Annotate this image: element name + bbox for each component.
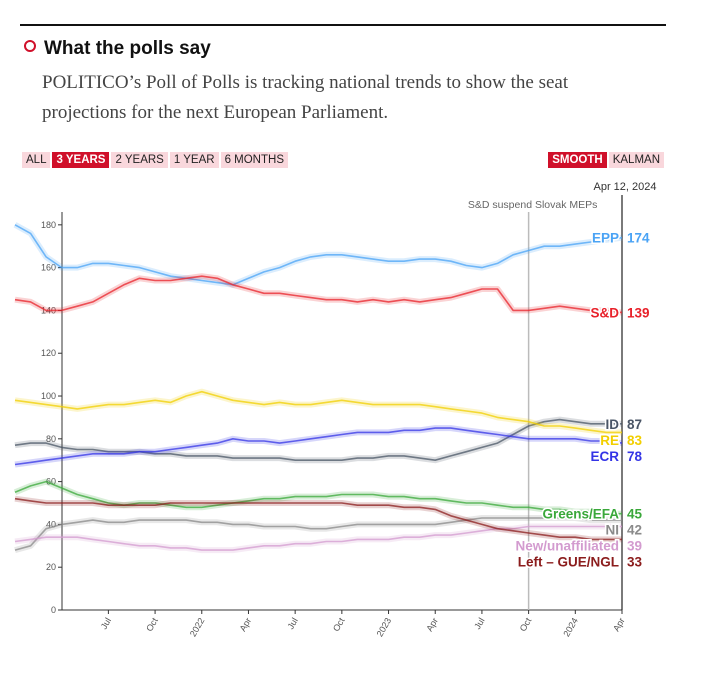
- legend-label: New/unaffiliated: [515, 539, 619, 554]
- x-tick-label: Oct: [331, 616, 347, 634]
- x-tick-label: Apr: [611, 616, 627, 633]
- legend-label: Greens/EFA: [542, 507, 619, 522]
- toggle-button[interactable]: 6 MONTHS: [220, 152, 288, 168]
- x-tick-label: 2024: [561, 616, 580, 638]
- series-line: [14, 275, 623, 314]
- y-tick-label: 100: [41, 391, 56, 401]
- toggle-button[interactable]: 2 YEARS: [111, 152, 168, 168]
- x-tick-label: Jul: [99, 616, 113, 631]
- end-value-label: 42: [627, 523, 642, 538]
- series-line: [14, 497, 622, 541]
- x-tick-label: 2023: [375, 616, 394, 638]
- end-value-label: 45: [627, 507, 643, 522]
- legend-label: Left – GUE/NGL: [518, 555, 619, 570]
- series-line: [14, 427, 623, 466]
- y-tick-label: 80: [46, 434, 56, 444]
- top-rule: [20, 24, 666, 26]
- y-tick-label: 40: [46, 519, 56, 529]
- y-tick-label: 160: [41, 263, 56, 273]
- y-tick-label: 180: [41, 220, 56, 230]
- lines: [13, 222, 623, 554]
- x-tick-label: Apr: [238, 616, 254, 633]
- title-text: What the polls say: [44, 38, 211, 59]
- legend-label: EPP: [592, 231, 619, 246]
- end-value-label: 78: [627, 449, 643, 464]
- x-tick-label: 2022: [188, 616, 207, 638]
- line-band: [13, 478, 622, 517]
- toggle-button[interactable]: 1 YEAR: [169, 152, 219, 168]
- legend-label: NI: [606, 523, 620, 538]
- y-tick-label: 120: [41, 348, 56, 358]
- legend-label: RE: [600, 433, 619, 448]
- series-line: [14, 517, 622, 551]
- section-title: What the polls say: [24, 38, 211, 60]
- description: POLITICO’s Poll of Polls is tracking nat…: [42, 72, 569, 123]
- x-tick-label: Apr: [424, 616, 440, 633]
- y-tick-label: 60: [46, 477, 56, 487]
- series-line: [14, 418, 622, 461]
- x-tick-label: Oct: [144, 616, 160, 634]
- x-tick-label: Oct: [518, 616, 534, 634]
- toggle-button[interactable]: ALL: [22, 152, 51, 168]
- toggle-button[interactable]: KALMAN: [608, 152, 664, 168]
- series-line: [14, 224, 623, 286]
- series-line: [14, 390, 622, 434]
- series-line: [14, 480, 622, 515]
- end-value-label: 87: [627, 417, 642, 432]
- mode-buttons: SMOOTH KALMAN: [548, 152, 664, 168]
- annotation-text: S&D suspend Slovak MEPs: [468, 199, 598, 211]
- legend-label: ECR: [590, 449, 619, 464]
- end-value-label: 139: [627, 306, 650, 321]
- end-value-label: 39: [627, 539, 642, 554]
- toggle-button[interactable]: SMOOTH: [548, 152, 607, 168]
- y-tick-label: 0: [51, 605, 56, 615]
- x-tick-label: Jul: [285, 616, 299, 631]
- end-value-label: 174: [627, 231, 650, 246]
- legend-label: S&D: [590, 306, 619, 321]
- series-line: [14, 525, 622, 551]
- end-value-label: 33: [627, 555, 643, 570]
- line-band: [13, 222, 623, 288]
- toggle-button[interactable]: 3 YEARS: [52, 152, 110, 168]
- end-value-label: 83: [627, 433, 643, 448]
- x-tick-label: Jul: [472, 616, 486, 631]
- current-date-label: Apr 12, 2024: [594, 181, 657, 193]
- y-tick-label: 20: [46, 562, 56, 572]
- range-buttons: ALL 3 YEARS 2 YEARS 1 YEAR 6 MONTHS: [22, 152, 288, 168]
- legend-label: ID: [606, 417, 620, 432]
